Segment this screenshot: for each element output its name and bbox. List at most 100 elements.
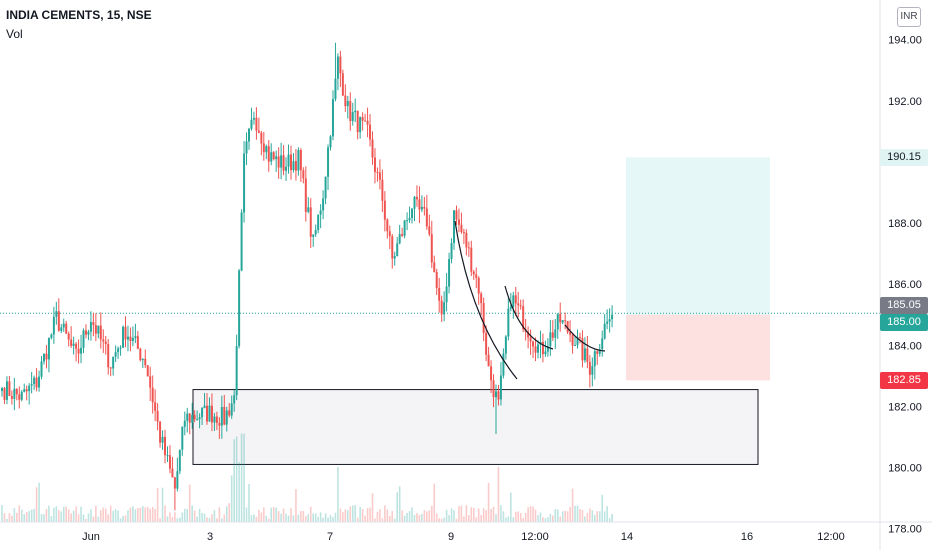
volume-bar xyxy=(67,509,70,522)
candle xyxy=(23,389,26,392)
candle xyxy=(203,405,206,409)
candle xyxy=(210,405,213,423)
volume-bar xyxy=(30,509,33,522)
candle xyxy=(114,352,117,357)
candle xyxy=(267,146,270,162)
entry-price-tag: 185.00 xyxy=(880,314,928,332)
volume-bar xyxy=(109,505,112,522)
volume-bar xyxy=(290,508,292,522)
volume-bar xyxy=(406,512,408,522)
candle xyxy=(161,436,164,443)
volume-bar xyxy=(433,483,436,522)
target-zone xyxy=(626,157,770,315)
candle xyxy=(107,344,110,368)
symbol-title[interactable]: INDIA CEMENTS, 15, NSE xyxy=(6,8,152,22)
candle xyxy=(502,353,505,376)
candle xyxy=(606,321,609,324)
candle xyxy=(99,325,102,340)
volume-bar xyxy=(428,510,431,522)
volume-bar xyxy=(423,510,426,522)
candle xyxy=(208,405,211,422)
volume-bar xyxy=(258,509,260,522)
volume-bar xyxy=(102,507,105,522)
candle xyxy=(215,416,218,423)
volume-bar xyxy=(401,510,403,522)
candle xyxy=(608,319,611,322)
candle xyxy=(495,391,497,398)
volume-bar xyxy=(366,508,369,522)
volume-bar xyxy=(25,512,28,522)
volume-label[interactable]: Vol xyxy=(6,27,23,41)
price-axis-label: 188.00 xyxy=(888,218,922,230)
candle xyxy=(591,366,594,375)
volume-bar xyxy=(463,516,465,522)
volume-bar xyxy=(492,506,495,522)
curve-drawing xyxy=(564,324,606,352)
volume-bar xyxy=(598,511,601,522)
candle xyxy=(275,156,278,160)
candle xyxy=(38,376,41,388)
price-axis-label: 192.00 xyxy=(888,96,922,108)
candle xyxy=(18,394,21,400)
candle xyxy=(15,388,18,395)
candle xyxy=(94,325,97,334)
volume-bar xyxy=(270,507,273,522)
volume-bar xyxy=(238,462,240,522)
candle xyxy=(183,420,186,427)
candle xyxy=(173,477,176,489)
candle xyxy=(512,295,515,307)
candle xyxy=(391,236,394,259)
candle xyxy=(529,337,532,342)
candle xyxy=(574,344,577,346)
candle xyxy=(42,353,45,362)
volume-bar xyxy=(60,511,63,522)
volume-bar xyxy=(240,433,243,522)
stop-price-tag: 182.85 xyxy=(880,371,928,389)
time-axis-label: Jun xyxy=(82,531,100,543)
volume-bar xyxy=(23,514,26,522)
volume-bar xyxy=(398,486,401,522)
volume-bar xyxy=(586,512,589,522)
candle xyxy=(492,380,495,398)
candle xyxy=(139,348,142,361)
volume-bar xyxy=(507,516,510,522)
candle xyxy=(324,176,327,199)
candle xyxy=(433,262,436,272)
volume-bar xyxy=(556,509,559,522)
candle xyxy=(191,414,194,423)
candle xyxy=(304,178,307,212)
candle xyxy=(507,308,510,337)
candle xyxy=(80,347,83,354)
candle xyxy=(331,99,334,137)
candle xyxy=(534,346,537,353)
volume-bar xyxy=(216,518,218,522)
volume-bar xyxy=(364,515,366,522)
candle xyxy=(480,293,483,304)
volume-bar xyxy=(497,467,500,522)
currency-button[interactable]: INR xyxy=(897,7,921,27)
volume-bar xyxy=(421,513,423,522)
candle xyxy=(541,341,544,355)
volume-bar xyxy=(574,505,576,522)
volume-bar xyxy=(445,509,448,522)
volume-bar xyxy=(312,513,315,522)
volume-bar xyxy=(221,518,223,522)
volume-bar xyxy=(40,513,43,522)
candle xyxy=(554,329,557,338)
curve-drawing xyxy=(504,285,554,350)
volume-bar xyxy=(408,511,411,522)
candle xyxy=(164,436,167,456)
volume-bar xyxy=(90,509,92,522)
volume-bar xyxy=(97,516,100,522)
candle xyxy=(136,336,139,349)
candle xyxy=(233,395,236,404)
candle xyxy=(509,306,512,309)
candle xyxy=(581,338,584,361)
candle xyxy=(561,320,564,323)
volume-bar xyxy=(480,514,482,522)
candle xyxy=(285,166,288,171)
candle xyxy=(583,348,586,361)
volume-bar xyxy=(28,511,30,522)
candle xyxy=(112,356,115,369)
